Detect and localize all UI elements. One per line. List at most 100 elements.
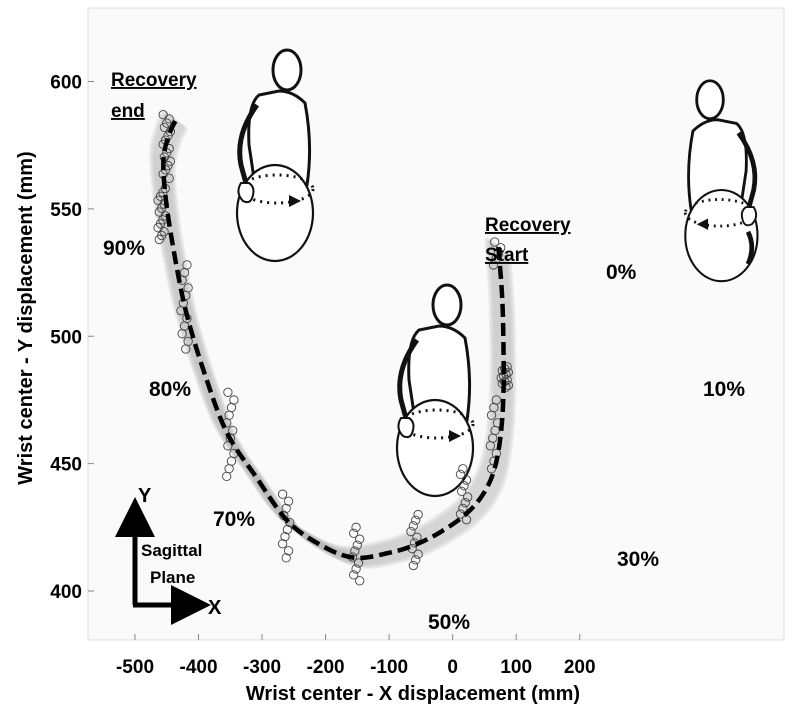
data-point xyxy=(350,546,360,556)
figure-push-ellipse xyxy=(399,408,475,440)
percent-label: 30% xyxy=(617,548,659,571)
figure-hand xyxy=(740,206,758,227)
inset-plane-line2: Plane xyxy=(150,568,195,587)
figure-head xyxy=(271,48,303,92)
data-point xyxy=(228,425,238,436)
data-point xyxy=(352,540,362,550)
figure-recovery-end xyxy=(235,48,315,263)
y-tick-label: 550 xyxy=(50,200,82,221)
x-tick-label: -300 xyxy=(243,657,281,678)
x-tick-label: 0 xyxy=(447,657,458,678)
trajectory-band-line xyxy=(153,113,501,556)
data-point xyxy=(280,532,290,542)
data-point xyxy=(351,522,361,532)
data-point xyxy=(458,464,468,474)
inset-y-label: Y xyxy=(138,485,152,507)
data-point xyxy=(229,395,239,405)
trajectory-band xyxy=(149,109,517,569)
y-tick-label: 600 xyxy=(50,73,82,94)
figure-wheel xyxy=(684,188,759,283)
figure-arm xyxy=(736,131,758,212)
x-tick-label: 200 xyxy=(564,657,596,678)
data-point xyxy=(281,503,291,513)
trajectory-band-line xyxy=(168,124,515,568)
data-point xyxy=(411,515,421,525)
data-point xyxy=(413,509,423,520)
axes: -500 -400 -300 -200 -100 0 100 200 400 450 500 550 6… xyxy=(50,73,595,679)
data-point xyxy=(488,260,499,270)
trajectory-band-line xyxy=(150,110,498,554)
data-point xyxy=(412,532,422,542)
trajectory-band-line xyxy=(169,126,517,569)
figure-mid-recovery xyxy=(395,283,475,498)
percent-label: 0% xyxy=(606,261,637,284)
y-tick-label: 500 xyxy=(50,327,82,348)
data-point xyxy=(285,517,295,528)
figure-hand xyxy=(237,182,255,204)
data-point xyxy=(283,496,294,506)
data-point xyxy=(283,546,294,556)
data-point xyxy=(281,553,291,563)
percent-label: 80% xyxy=(149,378,191,401)
recovery-end-line1: Recovery xyxy=(111,70,197,91)
figure-hand xyxy=(397,417,415,439)
x-tick-label: -500 xyxy=(116,657,154,678)
percent-label: 70% xyxy=(213,508,255,531)
data-point xyxy=(277,489,288,499)
data-point xyxy=(460,498,470,508)
data-point xyxy=(282,524,293,535)
data-point xyxy=(457,486,467,497)
y-tick-label: 400 xyxy=(50,582,82,603)
data-point xyxy=(496,373,506,383)
figure-push-arrow xyxy=(696,218,709,230)
recovery-start-line1: Recovery xyxy=(485,215,571,236)
recovery-end-line2: end xyxy=(111,101,145,122)
figure-push-arrow xyxy=(449,430,461,442)
data-point xyxy=(458,503,468,513)
x-tick-label: -200 xyxy=(307,657,345,678)
data-point xyxy=(351,564,361,574)
recovery-start-line2: Start xyxy=(485,245,529,266)
data-point xyxy=(490,237,500,247)
data-point xyxy=(182,260,192,270)
data-point xyxy=(223,387,233,397)
percent-labels: 0% 10% 30% 50% 70% 80% 90% xyxy=(103,237,745,634)
y-tick-label: 450 xyxy=(50,455,82,476)
data-point xyxy=(183,336,193,346)
data-point xyxy=(355,576,365,586)
y-axis-label: Wrist center - Y displacement (mm) xyxy=(15,151,37,484)
data-point xyxy=(413,549,423,559)
data-point xyxy=(502,375,512,385)
figure-push-arrow xyxy=(289,195,301,207)
wheelchair-user-figures xyxy=(235,48,759,498)
x-tick-label: 100 xyxy=(500,657,532,678)
figure-head xyxy=(431,283,463,327)
data-point xyxy=(455,469,466,480)
data-point xyxy=(491,395,501,405)
x-axis-label: Wrist center - X displacement (mm) xyxy=(246,683,580,705)
mean-trajectory xyxy=(161,118,506,561)
figure-recovery-start xyxy=(683,79,759,283)
data-point xyxy=(459,481,469,491)
figure-arm xyxy=(237,103,260,188)
data-point xyxy=(353,558,364,568)
inset-plane-line1: Sagittal xyxy=(141,541,202,560)
percent-label: 50% xyxy=(428,611,470,634)
data-point xyxy=(183,283,193,293)
mean-path xyxy=(161,118,506,561)
data-point xyxy=(277,539,288,549)
data-point xyxy=(349,570,359,580)
data-point xyxy=(408,560,418,571)
figure-arm xyxy=(397,338,420,423)
trajectory-band-line xyxy=(152,111,499,555)
data-point xyxy=(461,475,472,485)
figure-head xyxy=(695,79,725,121)
percent-label: 10% xyxy=(703,378,745,401)
figure-curved-arrow xyxy=(745,230,755,266)
data-point xyxy=(406,526,416,537)
data-point xyxy=(463,492,473,502)
trajectory-band-line xyxy=(165,122,512,565)
figure-wheel xyxy=(235,163,315,263)
